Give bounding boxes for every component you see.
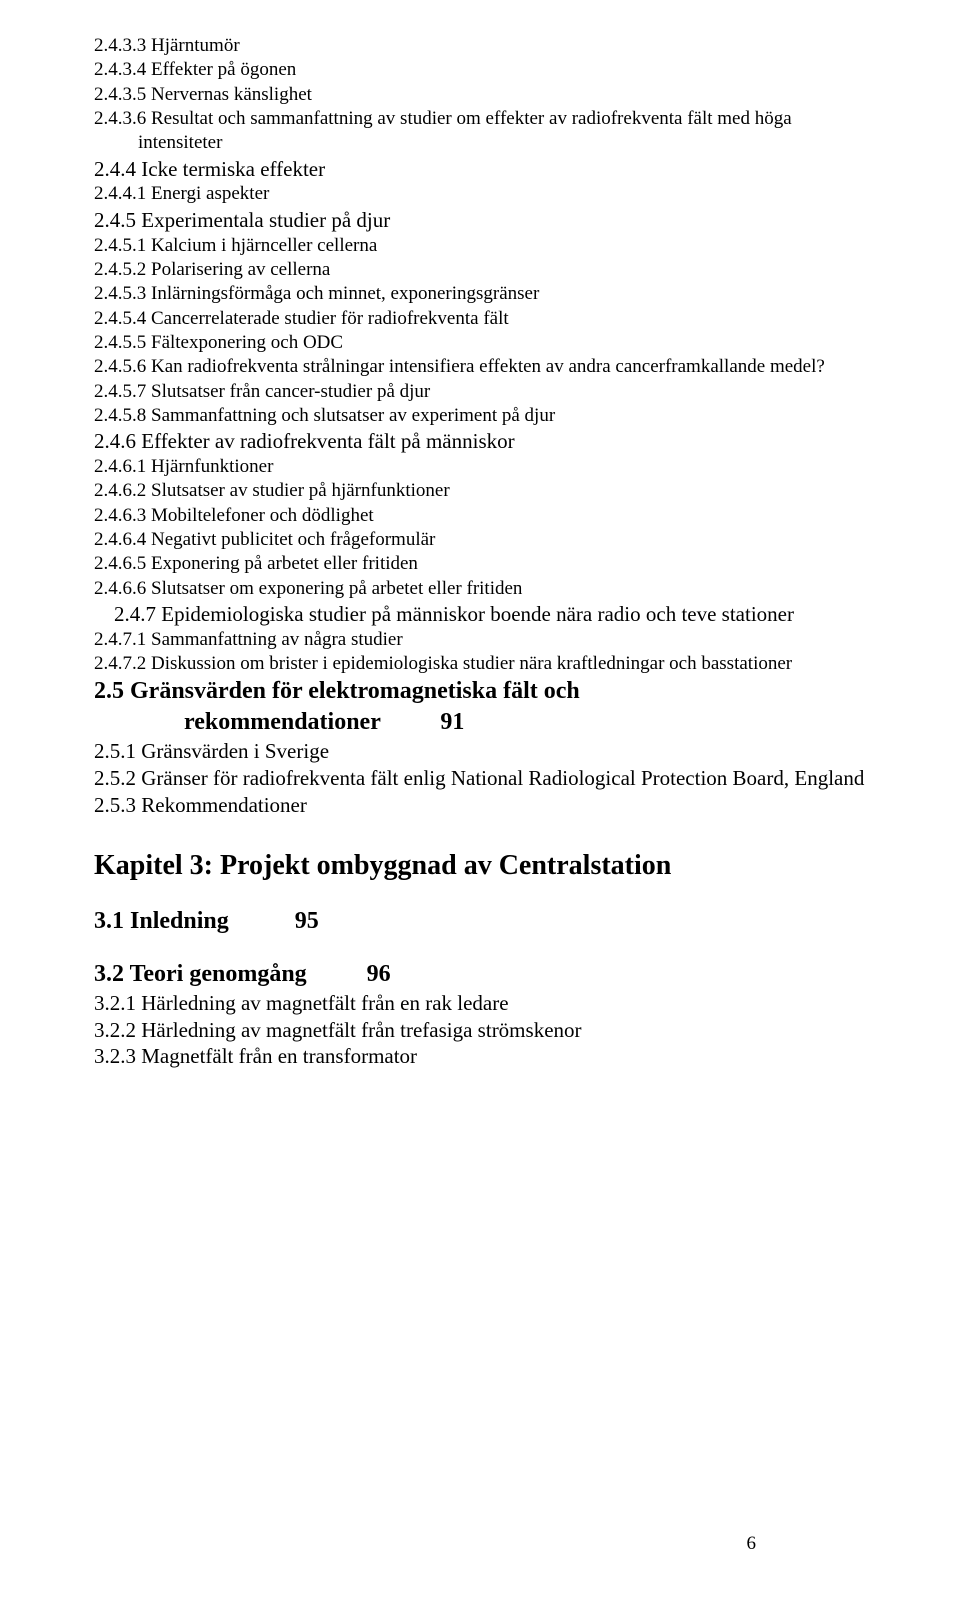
toc-item: 2.4.5.5 Fältexponering och ODC xyxy=(94,331,866,355)
toc-subsection: 3.2.3 Magnetfält från en transformator xyxy=(94,1043,866,1070)
toc-item: 2.4.3.5 Nervernas känslighet xyxy=(94,83,866,107)
toc-item: 2.4.6.3 Mobiltelefoner och dödlighet xyxy=(94,504,866,528)
toc-item: 2.4.6.4 Negativt publicitet och frågefor… xyxy=(94,528,866,552)
toc-subsection: 2.4.7 Epidemiologiska studier på människ… xyxy=(114,601,866,628)
toc-item: 2.4.5.6 Kan radiofrekventa strålningar i… xyxy=(94,355,866,379)
toc-subsection: 3.2.2 Härledning av magnetfält från tref… xyxy=(94,1017,866,1044)
toc-subsection: 2.4.4 Icke termiska effekter xyxy=(94,156,866,183)
toc-subsection: 2.5.2 Gränser för radiofrekventa fält en… xyxy=(94,765,866,792)
toc-item: 2.4.5.2 Polarisering av cellerna xyxy=(94,258,866,282)
toc-item: 2.4.6.6 Slutsatser om exponering på arbe… xyxy=(94,577,866,601)
toc-item: 2.4.5.1 Kalcium i hjärnceller cellerna xyxy=(94,234,866,258)
toc-item: 2.4.5.8 Sammanfattning och slutsatser av… xyxy=(94,404,866,428)
toc-section-heading: 3.2 Teori genomgång 96 xyxy=(94,959,866,990)
toc-subsection: 3.2.1 Härledning av magnetfält från en r… xyxy=(94,990,866,1017)
toc-item: 2.4.3.3 Hjärntumör xyxy=(94,34,866,58)
toc-item: 2.4.5.4 Cancerrelaterade studier för rad… xyxy=(94,307,866,331)
toc-item: 2.4.6.1 Hjärnfunktioner xyxy=(94,455,866,479)
toc-section-heading: rekommendationer 91 xyxy=(184,707,866,738)
toc-item: 2.4.4.1 Energi aspekter xyxy=(94,182,866,206)
toc-item: 2.4.3.4 Effekter på ögonen xyxy=(94,58,866,82)
toc-subsection: 2.5.3 Rekommendationer xyxy=(94,792,866,819)
toc-item: 2.4.6.2 Slutsatser av studier på hjärnfu… xyxy=(94,479,866,503)
toc-item: 2.4.6.5 Exponering på arbetet eller frit… xyxy=(94,552,866,576)
toc-item: 2.4.3.6 Resultat och sammanfattning av s… xyxy=(94,107,866,156)
page-number: 6 xyxy=(747,1532,757,1556)
toc-item: 2.4.7.1 Sammanfattning av några studier xyxy=(94,628,866,652)
toc-section-heading: 2.5 Gränsvärden för elektromagnetiska fä… xyxy=(94,676,866,707)
toc-section-heading: 3.1 Inledning 95 xyxy=(94,906,866,937)
toc-item: 2.4.5.3 Inlärningsförmåga och minnet, ex… xyxy=(94,282,866,306)
toc-chapter-heading: Kapitel 3: Projekt ombyggnad av Centrals… xyxy=(94,848,866,884)
toc-item: 2.4.5.7 Slutsatser från cancer-studier p… xyxy=(94,380,866,404)
toc-subsection: 2.4.6 Effekter av radiofrekventa fält på… xyxy=(94,428,866,455)
toc-item: 2.4.7.2 Diskussion om brister i epidemio… xyxy=(94,652,866,676)
toc-subsection: 2.4.5 Experimentala studier på djur xyxy=(94,207,866,234)
toc-subsection: 2.5.1 Gränsvärden i Sverige xyxy=(94,738,866,765)
